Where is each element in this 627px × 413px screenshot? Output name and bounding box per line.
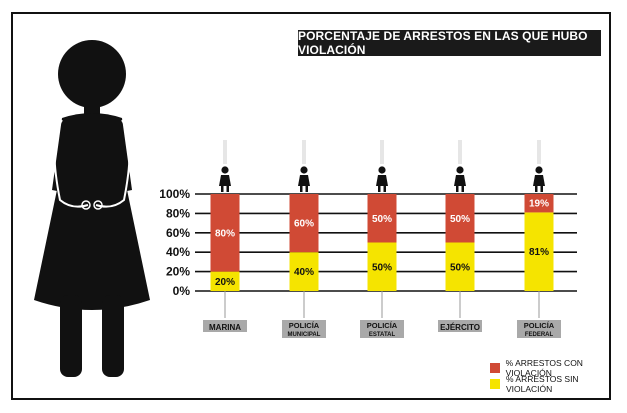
handcuffed-woman-figure xyxy=(34,40,150,377)
bar-sin-violacion xyxy=(367,242,397,291)
legend-label-sin: % ARRESTOS SIN VIOLACIÓN xyxy=(505,374,579,394)
data-label-sin: 50% xyxy=(450,262,470,273)
person-icon xyxy=(376,166,388,192)
bar-shadow xyxy=(223,140,227,164)
category-label-box xyxy=(282,320,326,338)
person-icon xyxy=(454,166,466,192)
y-tick-label: 100% xyxy=(159,187,190,201)
category-label-box xyxy=(438,320,482,332)
bar-con-violacion xyxy=(210,194,240,272)
category-label: POLICÍA xyxy=(289,321,320,330)
category-label: MUNICIPAL xyxy=(288,332,321,338)
data-label-sin: 81% xyxy=(529,247,549,258)
person-icon xyxy=(533,166,545,192)
legend-item-con: % ARRESTOS CON VIOLACIÓN xyxy=(490,358,627,378)
y-tick-label: 40% xyxy=(166,245,190,259)
bar-sin-violacion xyxy=(289,252,319,291)
data-label-con: 50% xyxy=(372,214,392,225)
frame-border xyxy=(11,12,611,400)
y-tick-label: 0% xyxy=(173,284,191,298)
category-label: POLICÍA xyxy=(367,321,398,330)
bar-con-violacion xyxy=(445,194,475,243)
legend: % ARRESTOS CON VIOLACIÓN % ARRESTOS SIN … xyxy=(490,358,627,394)
category-labels: MARINA POLICÍA MUNICIPAL POLICÍA ESTATAL EJÉR… xyxy=(203,291,561,338)
y-tick-label: 80% xyxy=(166,206,190,220)
data-label-con: 80% xyxy=(215,228,235,239)
bar-shadow xyxy=(537,140,541,164)
category-label-box xyxy=(517,320,561,338)
bar-shadow xyxy=(302,140,306,164)
bar-con-violacion xyxy=(524,194,554,213)
category-label: FEDERAL xyxy=(525,332,554,338)
bar-con-violacion xyxy=(289,194,319,253)
category-label-box xyxy=(203,320,247,332)
y-axis: 0% 20% 40% 60% 80% 100% xyxy=(159,187,190,298)
legend-item-sin: % ARRESTOS SIN VIOLACIÓN xyxy=(490,374,627,394)
data-label-con: 50% xyxy=(450,214,470,225)
y-tick-label: 60% xyxy=(166,226,190,240)
bar-shadow xyxy=(380,140,384,164)
category-label: ESTATAL xyxy=(369,332,396,338)
category-label: MARINA xyxy=(209,323,241,332)
bar-shadow xyxy=(458,140,462,164)
bar-sin-violacion xyxy=(524,212,554,291)
legend-swatch-sin xyxy=(490,379,500,389)
bar-sin-violacion xyxy=(210,271,240,291)
data-label-con: 19% xyxy=(529,199,549,210)
data-label-sin: 20% xyxy=(215,277,235,288)
bar-sin-violacion xyxy=(445,242,475,291)
person-icon xyxy=(298,166,310,192)
category-label-box xyxy=(360,320,404,338)
bars: 20% 80% 40% 60% 50% 50% 50% 50% 81% 19% xyxy=(210,140,554,291)
data-label-sin: 50% xyxy=(372,262,392,273)
category-label: POLICÍA xyxy=(524,321,555,330)
bar-con-violacion xyxy=(367,194,397,243)
data-label-sin: 40% xyxy=(294,267,314,278)
data-label-con: 60% xyxy=(294,219,314,230)
y-tick-label: 20% xyxy=(166,265,190,279)
category-label: EJÉRCITO xyxy=(440,323,480,332)
person-icon xyxy=(219,166,231,192)
legend-label-con: % ARRESTOS CON VIOLACIÓN xyxy=(505,358,583,378)
legend-swatch-con xyxy=(490,363,500,373)
chart-title: PORCENTAJE DE ARRESTOS EN LAS QUE HUBO V… xyxy=(298,29,601,57)
